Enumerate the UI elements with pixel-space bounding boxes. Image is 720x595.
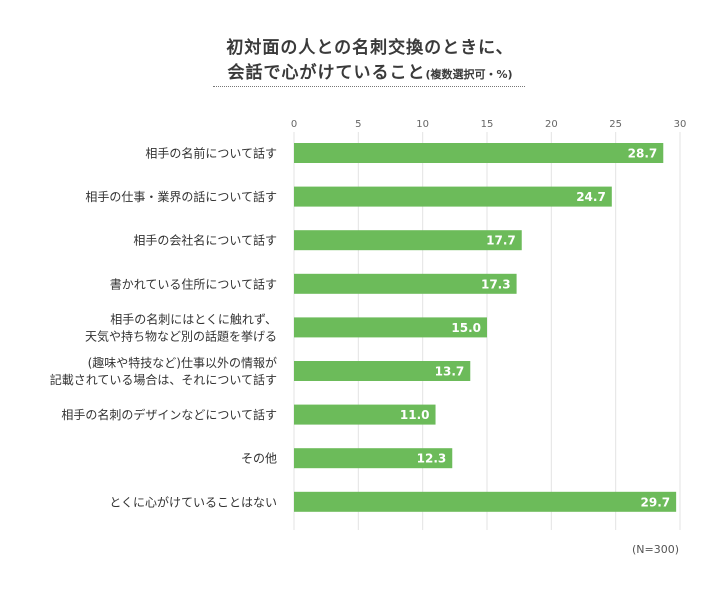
bar <box>294 404 436 425</box>
chart-title-line1: 初対面の人との名刺交換のときに、 <box>226 38 514 58</box>
category-label: 相手の仕事・業界の話について話す <box>85 189 277 204</box>
bar-value-label: 17.7 <box>486 234 516 248</box>
category-label: 天気や持ち物など別の話題を挙げる <box>85 328 277 343</box>
chart-title-line2: 会話で心がけていること(複数選択可・%) <box>160 58 580 83</box>
bar <box>294 491 677 512</box>
category-label: (趣味や特技など)仕事以外の情報が <box>88 355 277 370</box>
category-label: 記載されている場合は、それについて話す <box>50 372 277 387</box>
bar <box>294 317 487 338</box>
bar-value-label: 24.7 <box>576 190 606 204</box>
bar <box>294 143 664 163</box>
x-tick-label: 10 <box>416 119 429 130</box>
category-label: 相手の名刺にはとくに触れず、 <box>110 311 277 326</box>
x-tick-label: 5 <box>355 119 361 130</box>
chart-title-sub: (複数選択可・%) <box>425 68 513 81</box>
bar-value-label: 11.0 <box>400 408 430 422</box>
bar-value-label: 28.7 <box>628 147 658 161</box>
x-tick-label: 0 <box>291 119 297 130</box>
bar-value-label: 13.7 <box>435 365 465 379</box>
chart-title-main: 会話で心がけていること <box>227 63 426 83</box>
bar <box>294 273 517 294</box>
category-label: 相手の名前について話す <box>145 146 277 161</box>
category-label: その他 <box>241 452 277 466</box>
category-label: 書かれている住所について話す <box>110 276 277 291</box>
category-label: 相手の名刺のデザインなどについて話す <box>61 407 277 422</box>
sample-size-note: (N=300) <box>631 543 679 556</box>
x-tick-label: 25 <box>609 119 622 130</box>
bar-value-label: 15.0 <box>451 321 481 335</box>
bar <box>294 230 522 251</box>
bar-value-label: 29.7 <box>641 495 671 509</box>
bar-value-label: 12.3 <box>417 452 447 466</box>
title-divider <box>213 86 525 87</box>
bar <box>294 361 471 381</box>
x-tick-label: 20 <box>545 119 558 130</box>
category-label: とくに心がけていることはない <box>109 494 277 509</box>
x-tick-label: 15 <box>481 119 494 130</box>
bar <box>294 186 612 207</box>
category-label: 相手の会社名について話す <box>133 233 277 248</box>
bar <box>294 448 453 469</box>
x-tick-label: 30 <box>674 119 687 130</box>
bar-value-label: 17.3 <box>481 277 511 291</box>
